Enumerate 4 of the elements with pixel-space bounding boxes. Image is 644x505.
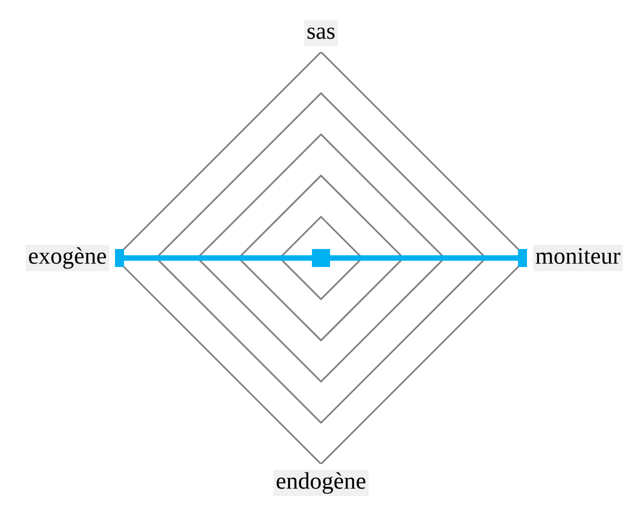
spoke-label: endogène <box>276 472 366 494</box>
spoke-label: moniteur <box>536 248 620 264</box>
spoke-label: exogène <box>29 247 106 269</box>
spoke-label: sas <box>308 28 335 39</box>
